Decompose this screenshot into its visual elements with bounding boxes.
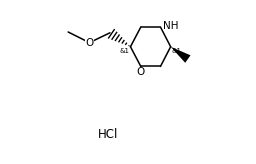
Text: &1: &1 [120, 48, 130, 54]
Text: O: O [137, 67, 145, 77]
Polygon shape [171, 47, 190, 63]
Text: O: O [85, 38, 94, 48]
Text: NH: NH [163, 21, 178, 31]
Text: &1: &1 [172, 48, 182, 54]
Text: HCl: HCl [98, 128, 119, 141]
